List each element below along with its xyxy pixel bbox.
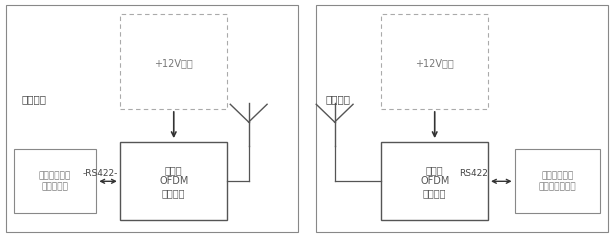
- Bar: [316, 5, 608, 232]
- Text: 地面设备: 地面设备: [325, 95, 351, 105]
- Text: 自定义
OFDM
收发设备: 自定义 OFDM 收发设备: [159, 165, 188, 198]
- Bar: [14, 149, 96, 213]
- Bar: [120, 142, 227, 220]
- Text: RS422: RS422: [459, 169, 489, 178]
- Text: -RS422-: -RS422-: [82, 169, 118, 178]
- Text: 视频格式产生
和消息处理: 视频格式产生 和消息处理: [39, 172, 71, 191]
- Text: +12V电池: +12V电池: [154, 58, 193, 68]
- Text: 机载设备: 机载设备: [21, 95, 47, 105]
- Bar: [515, 149, 600, 213]
- Text: 视频格式接收
和控制信号产生: 视频格式接收 和控制信号产生: [538, 172, 577, 191]
- Bar: [381, 14, 488, 109]
- Bar: [120, 14, 227, 109]
- Text: +12V电源: +12V电源: [415, 58, 454, 68]
- Bar: [381, 142, 488, 220]
- Text: 自定义
OFDM
收发设备: 自定义 OFDM 收发设备: [420, 165, 449, 198]
- Bar: [6, 5, 298, 232]
